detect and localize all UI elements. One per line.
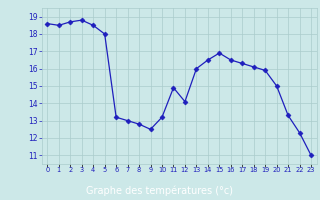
- Text: Graphe des températures (°c): Graphe des températures (°c): [86, 186, 234, 196]
